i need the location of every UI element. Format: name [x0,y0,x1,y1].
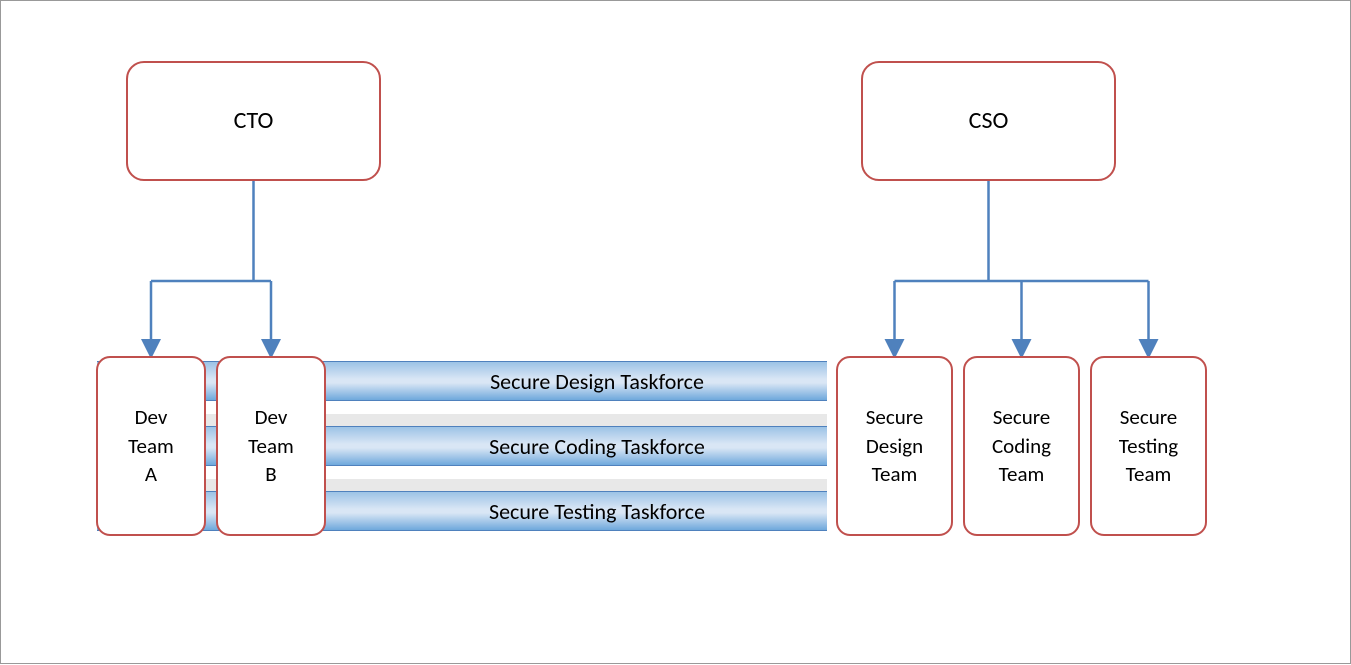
node-label: DevTeamB [248,403,294,488]
node-label: CTO [234,105,274,137]
taskforce-bar-label: Secure Design Taskforce [490,368,704,395]
node-label: DevTeamA [128,403,174,488]
node-label: CSO [969,105,1009,137]
node-dev-team-a: DevTeamA [96,356,206,536]
node-secure-coding-team: SecureCodingTeam [963,356,1080,536]
node-secure-design-team: SecureDesignTeam [836,356,953,536]
taskforce-bar-label: Secure Coding Taskforce [489,433,705,460]
taskforce-bar-label: Secure Testing Taskforce [489,498,705,525]
taskforce-bar-testing: Secure Testing Taskforce [97,491,827,531]
node-secure-testing-team: SecureTestingTeam [1090,356,1207,536]
diagram-canvas: Secure Design Taskforce Secure Coding Ta… [0,0,1351,664]
node-label: SecureTestingTeam [1119,403,1178,488]
node-label: SecureDesignTeam [866,403,924,488]
node-label: SecureCodingTeam [992,403,1051,488]
node-dev-team-b: DevTeamB [216,356,326,536]
node-cto: CTO [126,61,381,181]
taskforce-bar-design: Secure Design Taskforce [97,361,827,401]
taskforce-bar-coding: Secure Coding Taskforce [97,426,827,466]
node-cso: CSO [861,61,1116,181]
